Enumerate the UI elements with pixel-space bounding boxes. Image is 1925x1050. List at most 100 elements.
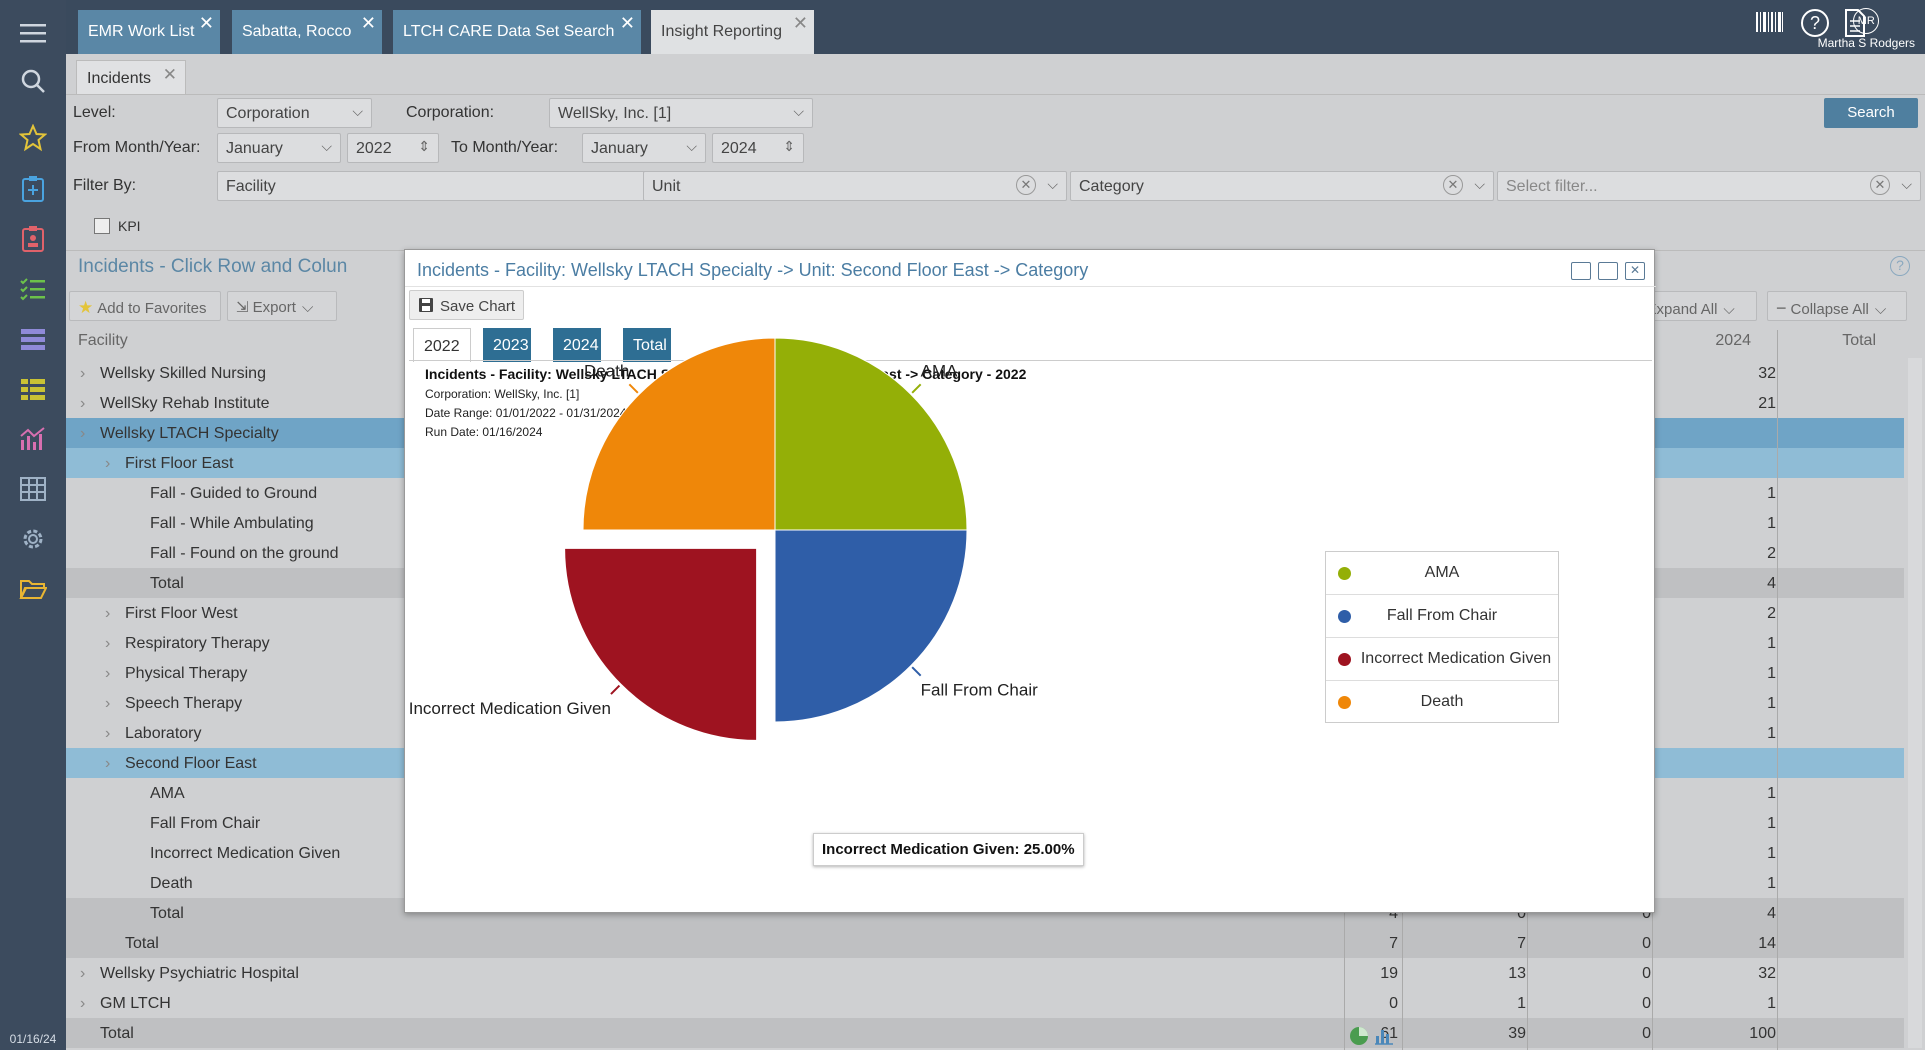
pie-label: Incorrect Medication Given <box>409 699 611 718</box>
filter-facility[interactable]: Facility <box>217 171 702 201</box>
clear-icon[interactable]: ✕ <box>1870 175 1890 195</box>
clear-icon[interactable]: ✕ <box>1443 175 1463 195</box>
clear-icon[interactable]: ✕ <box>1016 175 1036 195</box>
pie-slice-fall-from-chair[interactable] <box>774 529 968 723</box>
pie-slice-incorrect-medication-given[interactable] <box>564 547 758 741</box>
chevron-right-icon[interactable]: › <box>80 995 86 1012</box>
analytics-chart-icon[interactable] <box>16 422 50 456</box>
filter-category[interactable]: Category ✕ ⌵ <box>1070 171 1494 201</box>
filter-unit[interactable]: Unit ✕ ⌵ <box>643 171 1067 201</box>
search-icon[interactable] <box>16 64 50 98</box>
close-icon[interactable]: ✕ <box>360 13 376 33</box>
to-month-select[interactable]: January ⌵ <box>582 133 706 163</box>
row-label: Fall - Found on the ground <box>150 545 339 562</box>
add-to-favorites-button[interactable]: ★ Add to Favorites <box>69 291 221 321</box>
table-row[interactable]: Total 7 7 0 14 <box>66 928 1904 958</box>
close-icon[interactable]: ✕ <box>619 13 635 33</box>
chevron-right-icon[interactable]: › <box>105 635 111 652</box>
tab-patient[interactable]: Sabatta, Rocco ✕ <box>232 10 382 54</box>
chevron-right-icon[interactable]: › <box>80 395 86 412</box>
maximize-icon[interactable] <box>1598 262 1618 280</box>
clipboard-add-icon[interactable] <box>16 172 50 206</box>
subtab-label: Incidents <box>87 70 152 87</box>
checklist-icon[interactable] <box>16 272 50 306</box>
save-chart-button[interactable]: Save Chart <box>409 290 524 320</box>
gear-icon[interactable] <box>16 522 50 556</box>
table-row[interactable]: › GM LTCH 0 1 0 1 <box>66 988 1904 1018</box>
table-icon[interactable] <box>16 472 50 506</box>
chevron-right-icon[interactable]: › <box>105 665 111 682</box>
tab-2024[interactable]: 2024 <box>553 328 601 362</box>
tab-2022[interactable]: 2022 <box>413 328 471 362</box>
level-select[interactable]: Corporation ⌵ <box>217 98 372 128</box>
barcode-icon[interactable] <box>1756 12 1784 36</box>
star-icon[interactable] <box>16 121 50 155</box>
tab-total[interactable]: Total <box>623 328 671 362</box>
chevron-right-icon[interactable]: › <box>105 725 111 742</box>
legend-item-death[interactable]: Death <box>1326 681 1558 724</box>
list-view-icon[interactable] <box>16 322 50 356</box>
export-button[interactable]: ⇲ Export ⌵ <box>227 291 337 321</box>
close-icon[interactable]: ✕ <box>792 13 808 33</box>
close-icon[interactable]: ✕ <box>198 13 214 33</box>
chevron-right-icon[interactable]: › <box>80 365 86 382</box>
corporation-select[interactable]: WellSky, Inc. [1] ⌵ <box>549 98 813 128</box>
chevron-down-icon: ⌵ <box>686 138 697 154</box>
row-label: Fall From Chair <box>150 815 261 832</box>
tab-insight-reporting[interactable]: Insight Reporting ✕ <box>651 10 814 54</box>
column-header-facility[interactable]: Facility <box>78 332 128 349</box>
user-menu[interactable]: MR Martha S Rodgers <box>1818 8 1915 50</box>
chevron-right-icon[interactable]: › <box>80 425 86 442</box>
legend-item-incorrect-medication[interactable]: Incorrect Medication Given <box>1326 638 1558 681</box>
tab-2023[interactable]: 2023 <box>483 328 531 362</box>
chevron-down-icon: ⌵ <box>301 299 314 316</box>
chevron-right-icon[interactable]: › <box>80 965 86 982</box>
to-year-stepper[interactable]: 2024 ⇕ <box>712 133 804 163</box>
close-icon[interactable]: ✕ <box>1625 262 1645 280</box>
table-row[interactable]: › Wellsky Psychiatric Hospital 19 13 0 32 <box>66 958 1904 988</box>
cell-total: 2 <box>1767 605 1776 622</box>
chevron-right-icon[interactable]: › <box>105 455 111 472</box>
from-label: From Month/Year: <box>73 139 201 156</box>
cell-total: 32 <box>1758 965 1776 982</box>
report-grid-icon[interactable] <box>16 372 50 406</box>
help-icon[interactable]: ? <box>1800 8 1830 42</box>
tab-ltch-search[interactable]: LTCH CARE Data Set Search ✕ <box>393 10 641 54</box>
legend-item-fall-from-chair[interactable]: Fall From Chair <box>1326 595 1558 638</box>
tab-incidents[interactable]: Incidents ✕ <box>76 60 187 94</box>
cell-c2022: 4 <box>1389 905 1398 922</box>
column-header-2024[interactable]: 2024 <box>1715 332 1751 349</box>
chevron-right-icon[interactable]: › <box>105 695 111 712</box>
from-year-value: 2022 <box>356 140 392 157</box>
clipboard-person-icon[interactable] <box>16 222 50 256</box>
filter-select[interactable]: Select filter... ✕ ⌵ <box>1497 171 1921 201</box>
pie-slice-ama[interactable] <box>774 337 968 531</box>
table-row[interactable]: Total 61 39 0 100 <box>66 1018 1904 1048</box>
close-icon[interactable]: ✕ <box>162 65 178 84</box>
search-button[interactable]: Search <box>1824 98 1918 128</box>
chevron-down-icon: ⌵ <box>321 138 332 154</box>
chevron-right-icon[interactable]: › <box>105 755 111 772</box>
pie-chart-icon[interactable] <box>1349 1026 1369 1050</box>
corporation-label: Corporation: <box>406 104 495 121</box>
help-icon[interactable]: ? <box>1890 256 1910 276</box>
button-label: Expand All <box>1646 301 1718 318</box>
pie-slice-death[interactable] <box>582 337 776 531</box>
cell-total: 21 <box>1758 395 1776 412</box>
menu-icon[interactable] <box>16 16 50 50</box>
folder-open-icon[interactable] <box>16 572 50 606</box>
column-header-total[interactable]: Total <box>1842 332 1876 349</box>
kpi-checkbox[interactable] <box>94 218 110 234</box>
legend-item-ama[interactable]: AMA <box>1326 552 1558 595</box>
collapse-all-button[interactable]: − Collapse All ⌵ <box>1767 291 1907 321</box>
from-month-select[interactable]: January ⌵ <box>217 133 341 163</box>
scrollbar[interactable] <box>1908 358 1922 1048</box>
chevron-right-icon[interactable]: › <box>105 605 111 622</box>
cell-total: 1 <box>1767 695 1776 712</box>
bar-chart-icon[interactable] <box>1374 1026 1394 1050</box>
cell-c2024: 0 <box>1642 905 1651 922</box>
from-year-stepper[interactable]: 2022 ⇕ <box>347 133 439 163</box>
list-icon[interactable] <box>1571 262 1591 280</box>
chevron-down-icon: ⌵ <box>793 103 804 119</box>
tab-emr-work-list[interactable]: EMR Work List ✕ <box>78 10 220 54</box>
